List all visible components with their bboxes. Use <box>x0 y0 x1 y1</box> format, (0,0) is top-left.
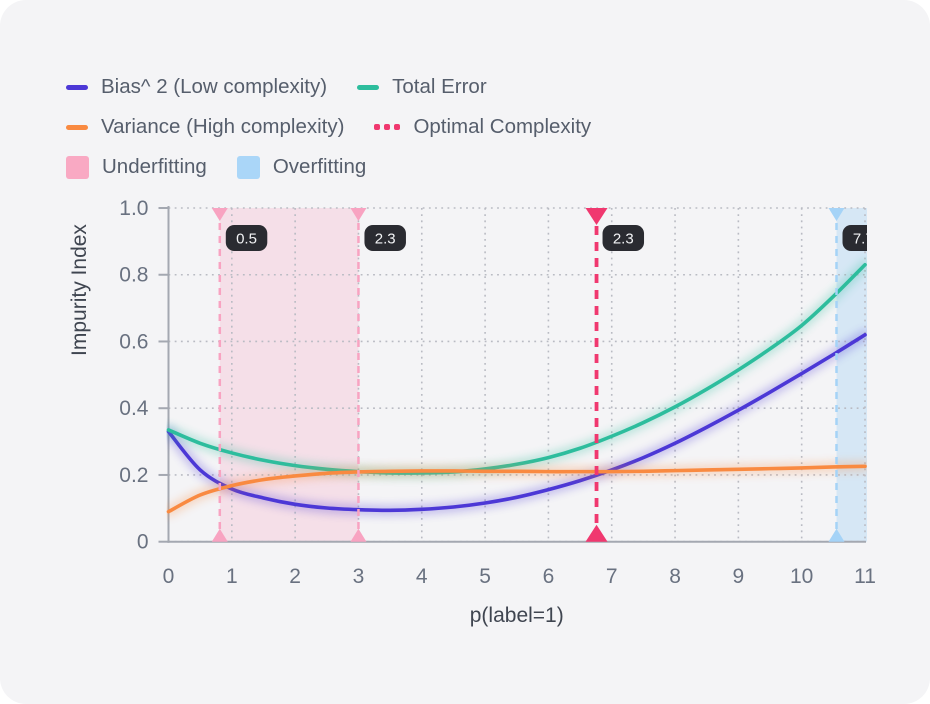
x-tick-label: 4 <box>416 565 428 588</box>
handle-top-triangle-icon[interactable] <box>585 208 608 225</box>
threshold-value-badge <box>602 225 645 251</box>
y-tick-label: 0.8 <box>119 264 148 287</box>
threshold-value-badge <box>364 225 406 251</box>
handle-bottom-triangle-icon[interactable] <box>350 528 367 542</box>
threshold-handle-3[interactable]: 7.7 <box>828 208 885 542</box>
y-axis-title: Impurity Index <box>68 224 91 356</box>
x-axis-title: p(label=1) <box>470 604 564 627</box>
overfitting-swatch <box>236 155 260 179</box>
region-overfitting <box>836 208 867 542</box>
x-tick-label: 1 <box>226 565 238 588</box>
x-tick-label: 10 <box>790 565 813 588</box>
threshold-value-text: 2.3 <box>375 231 396 248</box>
axes <box>158 206 866 543</box>
bias-line-swatch <box>66 84 88 90</box>
threshold-handle-0[interactable]: 0.5 <box>211 208 268 542</box>
handle-top-triangle-icon[interactable] <box>828 208 845 221</box>
legend-item-overfitting[interactable]: Overfitting <box>236 155 367 179</box>
variance-line-swatch <box>66 124 88 130</box>
x-tick-label: 3 <box>353 565 365 588</box>
legend-label-total-error: Total Error <box>392 75 487 98</box>
y-tick-label: 1.0 <box>119 197 148 220</box>
x-tick-label: 5 <box>479 565 491 588</box>
chart-legend: Bias^ 2 (Low complexity) Total Error Var… <box>66 74 591 180</box>
handle-bottom-triangle-icon[interactable] <box>211 528 228 542</box>
series-line-bias-2-low-complexity <box>166 333 867 513</box>
x-tick-label: 11 <box>854 565 876 588</box>
underfitting-swatch <box>66 155 89 179</box>
x-tick-label: 7 <box>606 565 618 588</box>
legend-item-variance[interactable]: Variance (High complexity) <box>66 115 344 139</box>
legend-row-3: Underfitting Overfitting <box>66 154 591 180</box>
y-tick-label: 0.6 <box>119 330 148 353</box>
threshold-value-text: 0.5 <box>236 231 257 248</box>
legend-label-variance: Variance (High complexity) <box>101 115 345 138</box>
handle-top-triangle-icon[interactable] <box>211 208 228 221</box>
legend-item-optimal-complexity[interactable]: Optimal Complexity <box>374 115 591 139</box>
y-tick-label: 0.4 <box>119 397 149 420</box>
legend-row-2: Variance (High complexity) Optimal Compl… <box>66 114 591 140</box>
x-tick-label: 8 <box>669 565 681 588</box>
threshold-handle-1[interactable]: 2.3 <box>350 208 406 542</box>
legend-label-optimal-complexity: Optimal Complexity <box>413 115 592 138</box>
x-tick-label: 2 <box>289 565 301 588</box>
legend-label-underfitting: Underfitting <box>102 155 207 178</box>
legend-item-total-error[interactable]: Total Error <box>357 75 487 99</box>
series-curves <box>166 259 867 517</box>
x-tick-label: 0 <box>163 565 175 588</box>
legend-item-bias[interactable]: Bias^ 2 (Low complexity) <box>66 75 327 99</box>
handle-bottom-triangle-icon[interactable] <box>585 524 608 542</box>
threshold-handle-2[interactable]: 2.3 <box>585 208 645 542</box>
legend-label-overfitting: Overfitting <box>272 155 367 178</box>
legend-item-underfitting[interactable]: Underfitting <box>66 155 207 179</box>
tick-labels: 0 1 2 3 4 5 6 7 8 9 10 11 0 0.2 0.4 0.6 0.8 1.0 <box>119 197 876 588</box>
y-tick-label: 0 <box>137 531 149 554</box>
threshold-value-badge <box>842 225 867 251</box>
legend-row-1: Bias^ 2 (Low complexity) Total Error <box>66 74 591 100</box>
optimal-complexity-dotted-swatch <box>374 124 401 130</box>
threshold-value-text: 7.7 <box>853 231 874 248</box>
y-tick-label: 0.2 <box>119 464 148 487</box>
handle-top-triangle-icon[interactable] <box>350 208 367 221</box>
threshold-value-text: 2.3 <box>613 231 634 248</box>
series-line-total-error <box>166 262 867 475</box>
x-tick-label: 6 <box>543 565 555 588</box>
handle-bottom-triangle-icon[interactable] <box>828 528 845 542</box>
series-line-variance-high-complexity <box>166 464 867 514</box>
threshold-value-badge <box>225 225 268 251</box>
total-error-line-swatch <box>357 84 380 90</box>
legend-label-bias: Bias^ 2 (Low complexity) <box>101 75 328 98</box>
x-tick-label: 9 <box>733 565 745 588</box>
threshold-markers: 0.5 2.3 2.3 7.7 <box>211 208 885 542</box>
